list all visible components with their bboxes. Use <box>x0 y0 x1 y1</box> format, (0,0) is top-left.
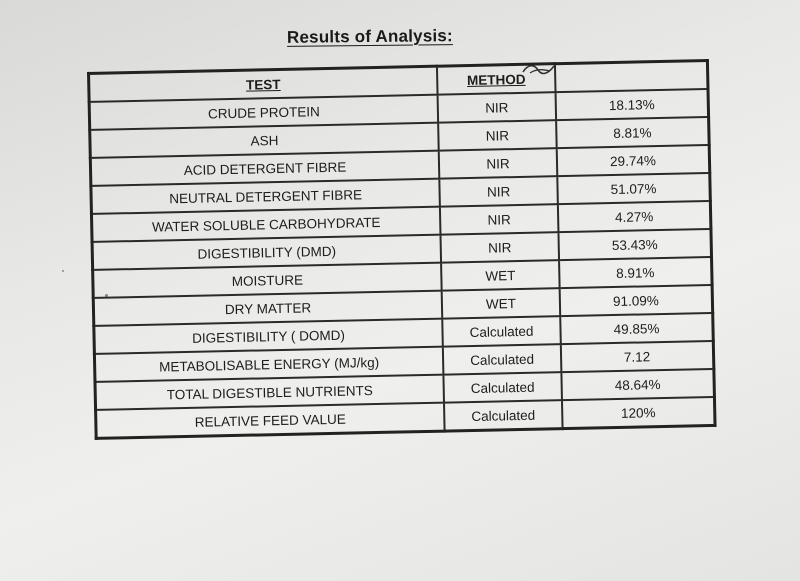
cell-method: Calculated <box>444 400 563 432</box>
cell-value: 120% <box>561 396 716 429</box>
results-table: TEST METHOD CRUDE PROTEIN NIR 18.13% ASH NIR… <box>87 58 717 440</box>
header-value <box>554 60 708 93</box>
cell-method: NIR <box>439 176 558 207</box>
cell-value: 8.91% <box>559 256 713 289</box>
cell-value: 53.43% <box>558 228 712 261</box>
cell-value: 48.64% <box>561 368 715 401</box>
results-table-container: TEST METHOD CRUDE PROTEIN NIR 18.13% ASH NIR… <box>87 58 717 440</box>
cell-value: 91.09% <box>559 284 713 317</box>
cell-method: NIR <box>439 204 559 235</box>
cell-test: RELATIVE FEED VALUE <box>95 402 445 439</box>
cell-method: NIR <box>438 148 558 179</box>
cell-value: 18.13% <box>555 88 709 121</box>
cell-value: 4.27% <box>557 200 711 233</box>
document-heading: Results of Analysis: <box>286 26 453 47</box>
paper-speck <box>105 294 108 297</box>
cell-value: 49.85% <box>560 312 714 345</box>
cell-method: Calculated <box>443 372 562 403</box>
cell-method: NIR <box>437 92 557 123</box>
cell-method: WET <box>441 260 560 291</box>
cell-method: NIR <box>438 120 557 151</box>
paper-speck <box>62 270 64 272</box>
cell-value: 7.12 <box>560 340 714 373</box>
cell-value: 8.81% <box>556 116 710 149</box>
cell-method: NIR <box>440 232 560 263</box>
cell-method: Calculated <box>442 316 561 347</box>
header-method: METHOD <box>436 63 556 95</box>
cell-method: WET <box>441 288 561 319</box>
cell-value: 29.74% <box>556 144 710 177</box>
pen-scribble-mark <box>522 64 555 75</box>
cell-method: Calculated <box>442 344 562 375</box>
cell-value: 51.07% <box>557 172 711 205</box>
